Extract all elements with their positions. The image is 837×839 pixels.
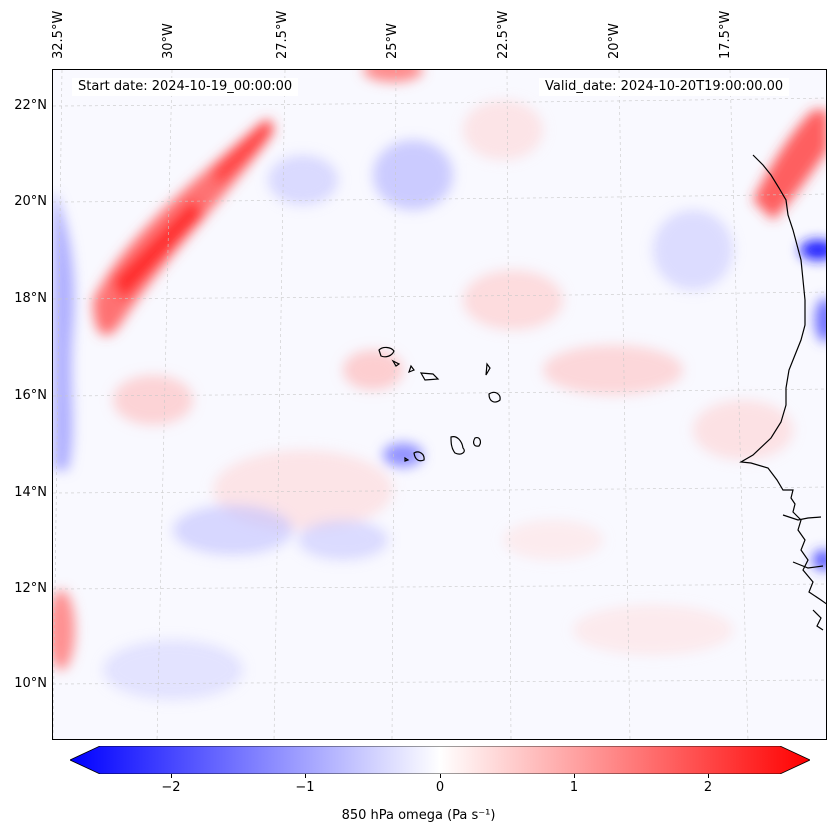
colorbar — [69, 745, 811, 775]
colorbar-gradient — [69, 745, 811, 775]
lon-label-27-5w: 27.5°W — [275, 10, 290, 59]
colorbar-tick-label: 2 — [703, 780, 713, 795]
graticule — [53, 70, 826, 739]
colorbar-tickmark — [440, 774, 441, 778]
lat-label-18n: 18°N — [14, 291, 47, 306]
lon-label-30w: 30°W — [161, 23, 176, 59]
colorbar-tick-label: −1 — [295, 780, 315, 795]
lon-label-32-5w: 32.5°W — [51, 10, 66, 59]
lat-label-20n: 20°N — [14, 194, 47, 209]
lat-label-12n: 12°N — [14, 581, 47, 596]
lon-label-25w: 25°W — [385, 23, 400, 59]
lat-label-22n: 22°N — [14, 98, 47, 113]
lat-label-10n: 10°N — [14, 676, 47, 691]
colorbar-tickmark — [305, 774, 306, 778]
colorbar-tick-label: 0 — [435, 780, 445, 795]
map-panel[interactable] — [52, 69, 827, 740]
lon-label-20w: 20°W — [607, 23, 622, 59]
omega-field-blobs — [53, 70, 826, 700]
colorbar-tickmark — [708, 774, 709, 778]
lat-label-14n: 14°N — [14, 485, 47, 500]
valid-date-label: Valid_date: 2024-10-20T19:00:00.00 — [539, 78, 790, 96]
colorbar-label: 850 hPa omega (Pa s⁻¹) — [341, 808, 496, 823]
lat-label-16n: 16°N — [14, 388, 47, 403]
colorbar-tickmark — [171, 774, 172, 778]
lon-label-22-5w: 22.5°W — [496, 10, 511, 59]
colorbar-tick-label: −2 — [161, 780, 181, 795]
colorbar-tickmark — [574, 774, 575, 778]
colorbar-tick-label: 1 — [569, 780, 579, 795]
lon-label-17-5w: 17.5°W — [718, 10, 733, 59]
omega-field-map — [53, 70, 826, 739]
start-date-label: Start date: 2024-10-19_00:00:00 — [72, 78, 299, 96]
coastlines — [378, 154, 826, 631]
